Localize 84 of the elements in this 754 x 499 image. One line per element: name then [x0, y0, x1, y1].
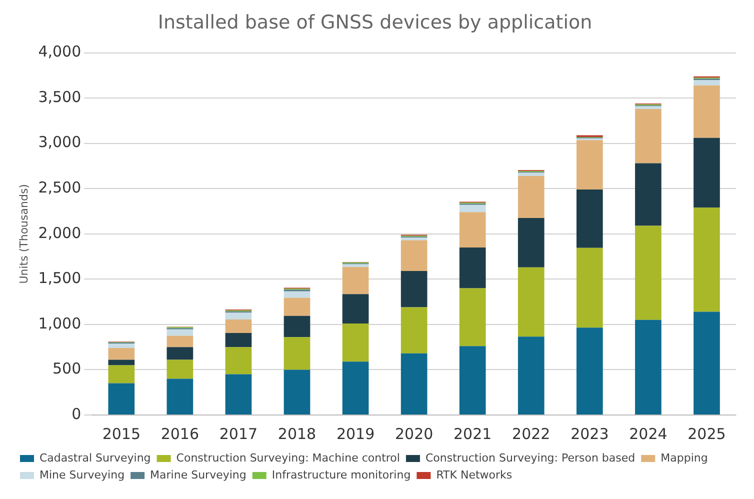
bar [635, 226, 662, 320]
bar [459, 346, 486, 414]
legend-label: RTK Networks [436, 468, 512, 482]
bar [284, 291, 310, 298]
bar [635, 106, 662, 109]
bar [108, 348, 135, 360]
x-tick-label: 2020 [394, 424, 434, 443]
y-tick-label: 4,000 [38, 42, 82, 61]
bar [284, 370, 310, 414]
bar [635, 108, 662, 164]
bar [108, 360, 135, 366]
y-tick-label: 1,000 [38, 314, 82, 332]
bar [225, 319, 252, 334]
bar [166, 378, 194, 414]
bar [576, 248, 603, 328]
legend-label: Mapping [660, 451, 708, 464]
bar [635, 320, 662, 414]
bar [108, 343, 135, 348]
bar [225, 374, 252, 414]
bar [400, 307, 428, 354]
y-tick-label: 0 [72, 404, 82, 423]
bar [225, 333, 252, 348]
bar [108, 383, 135, 414]
bar [400, 271, 428, 308]
x-tick-label: 2025 [688, 424, 726, 443]
bar [400, 353, 428, 414]
bar [400, 238, 428, 240]
bar [459, 212, 486, 248]
legend-label: Marine Surveying [150, 468, 246, 482]
x-tick-label: 2024 [629, 424, 668, 443]
x-tick-label: 2021 [454, 424, 492, 443]
bar [342, 362, 369, 414]
bar [576, 328, 603, 414]
y-tick-label: 2,000 [38, 224, 82, 242]
legend-label: Cadastral Surveying [40, 451, 151, 464]
bar [694, 312, 720, 414]
x-tick-label: 2016 [160, 424, 200, 443]
bar [635, 163, 662, 226]
chart-title: Installed base of GNSS devices by application [158, 11, 592, 34]
bar [166, 347, 194, 360]
x-tick-label: 2017 [219, 424, 258, 443]
y-tick-label: 500 [52, 360, 82, 378]
y-axis-title: Units (Thousands) [17, 184, 30, 284]
legend-label: Construction Surveying: Machine control [176, 451, 400, 464]
bar [342, 264, 369, 267]
bar [225, 347, 252, 374]
bar [694, 208, 720, 312]
bar [342, 266, 369, 294]
bar [694, 80, 720, 86]
x-tick-label: 2015 [102, 424, 140, 443]
bar [459, 204, 486, 212]
bar [694, 138, 720, 208]
bar [518, 267, 544, 337]
legend-label: Construction Surveying: Person based [425, 451, 636, 464]
y-tick-label: 3,500 [38, 88, 82, 106]
bar [459, 288, 486, 346]
bar [166, 336, 194, 348]
bar [108, 365, 135, 384]
bar [400, 240, 428, 272]
bar [518, 172, 544, 176]
bar [518, 336, 544, 414]
bar [576, 190, 603, 248]
bar [459, 247, 486, 288]
bar [284, 316, 310, 338]
y-tick-label: 1,500 [38, 269, 82, 288]
bar [166, 360, 194, 379]
x-tick-label: 2019 [336, 424, 375, 443]
bar [342, 294, 369, 324]
bar [284, 337, 310, 370]
legend-label: Infrastructure monitoring [272, 468, 411, 482]
bar [694, 85, 720, 138]
x-tick-label: 2022 [512, 424, 550, 443]
y-tick-label: 2,500 [38, 178, 82, 197]
bar [225, 312, 252, 320]
bar [284, 298, 310, 316]
x-tick-label: 2018 [278, 424, 316, 443]
y-tick-label: 3,000 [38, 133, 82, 152]
x-tick-label: 2023 [570, 424, 609, 443]
legend-label: Mine Surveying [40, 468, 125, 482]
bar [518, 218, 544, 268]
bar [576, 140, 603, 190]
bar [342, 324, 369, 362]
bar [518, 176, 544, 218]
bar [166, 329, 194, 336]
